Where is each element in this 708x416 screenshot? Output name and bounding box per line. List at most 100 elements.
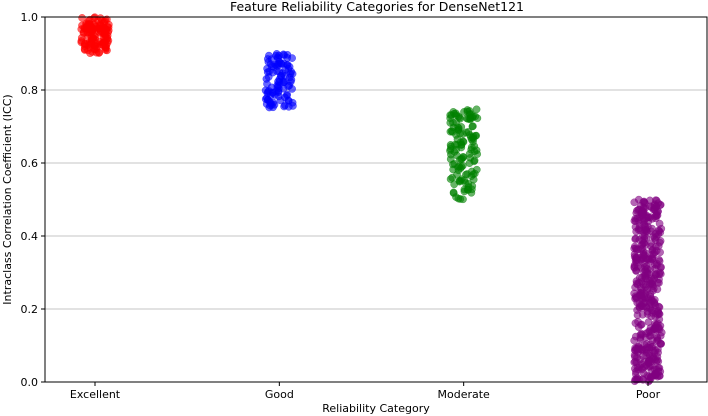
data-point-poor — [633, 311, 642, 319]
data-point-poor — [648, 353, 657, 361]
data-point-moderate — [468, 185, 476, 194]
data-point-good — [284, 96, 293, 105]
data-point-moderate — [457, 162, 466, 171]
data-point-excellent — [78, 14, 86, 22]
data-point-poor — [649, 250, 658, 258]
data-point-poor — [631, 214, 640, 223]
data-point-poor — [650, 205, 659, 214]
data-point-good — [281, 71, 290, 80]
y-axis-ticks: 0.0 0.2 0.4 0.6 0.8 1.0 — [21, 11, 45, 389]
data-point-poor — [640, 232, 649, 240]
data-point-good — [274, 88, 283, 97]
y-tick-label: 0.0 — [21, 376, 39, 389]
data-point-poor — [637, 321, 645, 329]
data-point-moderate — [459, 195, 467, 204]
data-point-poor — [646, 196, 654, 205]
data-point-poor — [641, 262, 649, 271]
data-point-good — [288, 54, 296, 62]
data-point-poor — [651, 370, 659, 378]
data-point-poor — [654, 199, 663, 207]
data-point-moderate — [470, 147, 479, 156]
data-point-poor — [639, 280, 648, 289]
data-point-moderate — [460, 176, 469, 185]
data-point-poor — [654, 357, 663, 366]
data-point-good — [285, 62, 294, 71]
data-point-poor — [630, 250, 639, 259]
data-point-good — [261, 95, 270, 103]
data-point-good — [267, 100, 276, 109]
y-tick-label: 0.6 — [21, 157, 39, 170]
data-point-poor — [645, 327, 654, 335]
data-point-excellent — [87, 34, 96, 43]
data-point-moderate — [469, 122, 477, 131]
data-point-moderate — [466, 115, 474, 124]
data-point-excellent — [82, 23, 91, 32]
x-tick-label: Excellent — [70, 388, 121, 401]
data-point-moderate — [467, 133, 475, 142]
data-point-moderate — [447, 127, 456, 135]
data-point-poor — [630, 377, 639, 386]
data-point-poor — [640, 216, 649, 225]
data-point-poor — [642, 340, 651, 348]
data-point-poor — [633, 298, 642, 307]
data-point-excellent — [88, 48, 97, 56]
data-point-moderate — [462, 128, 471, 137]
y-tick-label: 0.8 — [21, 84, 39, 97]
data-point-poor — [653, 259, 661, 268]
data-point-moderate — [446, 175, 455, 183]
x-tick-label: Good — [265, 388, 294, 401]
plot-frame — [44, 16, 708, 383]
data-point-poor — [630, 198, 639, 207]
data-point-moderate — [453, 151, 461, 160]
data-point-poor — [632, 258, 641, 267]
data-point-moderate — [451, 109, 460, 118]
data-point-good — [276, 96, 285, 105]
x-axis-ticks: Excellent Good Moderate Poor — [70, 382, 661, 401]
data-point-poor — [648, 277, 657, 285]
x-tick-label: Moderate — [438, 388, 491, 401]
data-point-poor — [630, 242, 639, 251]
data-point-moderate — [457, 123, 466, 131]
data-point-excellent — [101, 37, 109, 46]
data-point-poor — [652, 233, 661, 241]
data-point-poor — [633, 353, 641, 362]
data-point-moderate — [459, 137, 467, 146]
data-point-good — [262, 75, 271, 83]
data-point-good — [284, 82, 293, 91]
data-point-moderate — [450, 159, 459, 168]
data-point-moderate — [456, 114, 464, 123]
data-point-poor — [631, 332, 640, 341]
data-point-poor — [651, 214, 660, 223]
data-point-poor — [644, 358, 653, 366]
data-point-poor — [637, 292, 645, 300]
data-point-good — [269, 63, 278, 71]
data-point-moderate — [460, 185, 469, 194]
data-point-good — [277, 59, 285, 68]
x-tick-label: Poor — [636, 388, 661, 401]
data-point-moderate — [452, 193, 460, 201]
data-point-poor — [640, 239, 648, 247]
data-point-poor — [640, 299, 649, 307]
chart-title: Feature Reliability Categories for Dense… — [230, 0, 524, 14]
y-tick-label: 1.0 — [21, 11, 39, 24]
data-point-excellent — [101, 30, 110, 39]
data-point-poor — [638, 209, 647, 218]
grid-lines — [45, 89, 707, 310]
data-point-poor — [651, 320, 659, 328]
y-tick-label: 0.4 — [21, 230, 39, 243]
data-point-poor — [632, 227, 641, 236]
data-points — [77, 13, 666, 386]
data-point-excellent — [100, 19, 108, 28]
data-point-poor — [639, 248, 648, 256]
data-point-poor — [638, 375, 647, 383]
data-point-excellent — [94, 27, 103, 36]
data-point-good — [272, 51, 280, 60]
x-axis-label: Reliability Category — [322, 402, 430, 415]
data-point-moderate — [446, 114, 455, 123]
data-point-poor — [631, 235, 640, 243]
data-point-poor — [652, 337, 661, 345]
data-point-excellent — [80, 42, 89, 50]
data-point-good — [263, 68, 272, 76]
y-axis-label: Intraclass Correlation Coefficient (ICC) — [1, 94, 14, 304]
